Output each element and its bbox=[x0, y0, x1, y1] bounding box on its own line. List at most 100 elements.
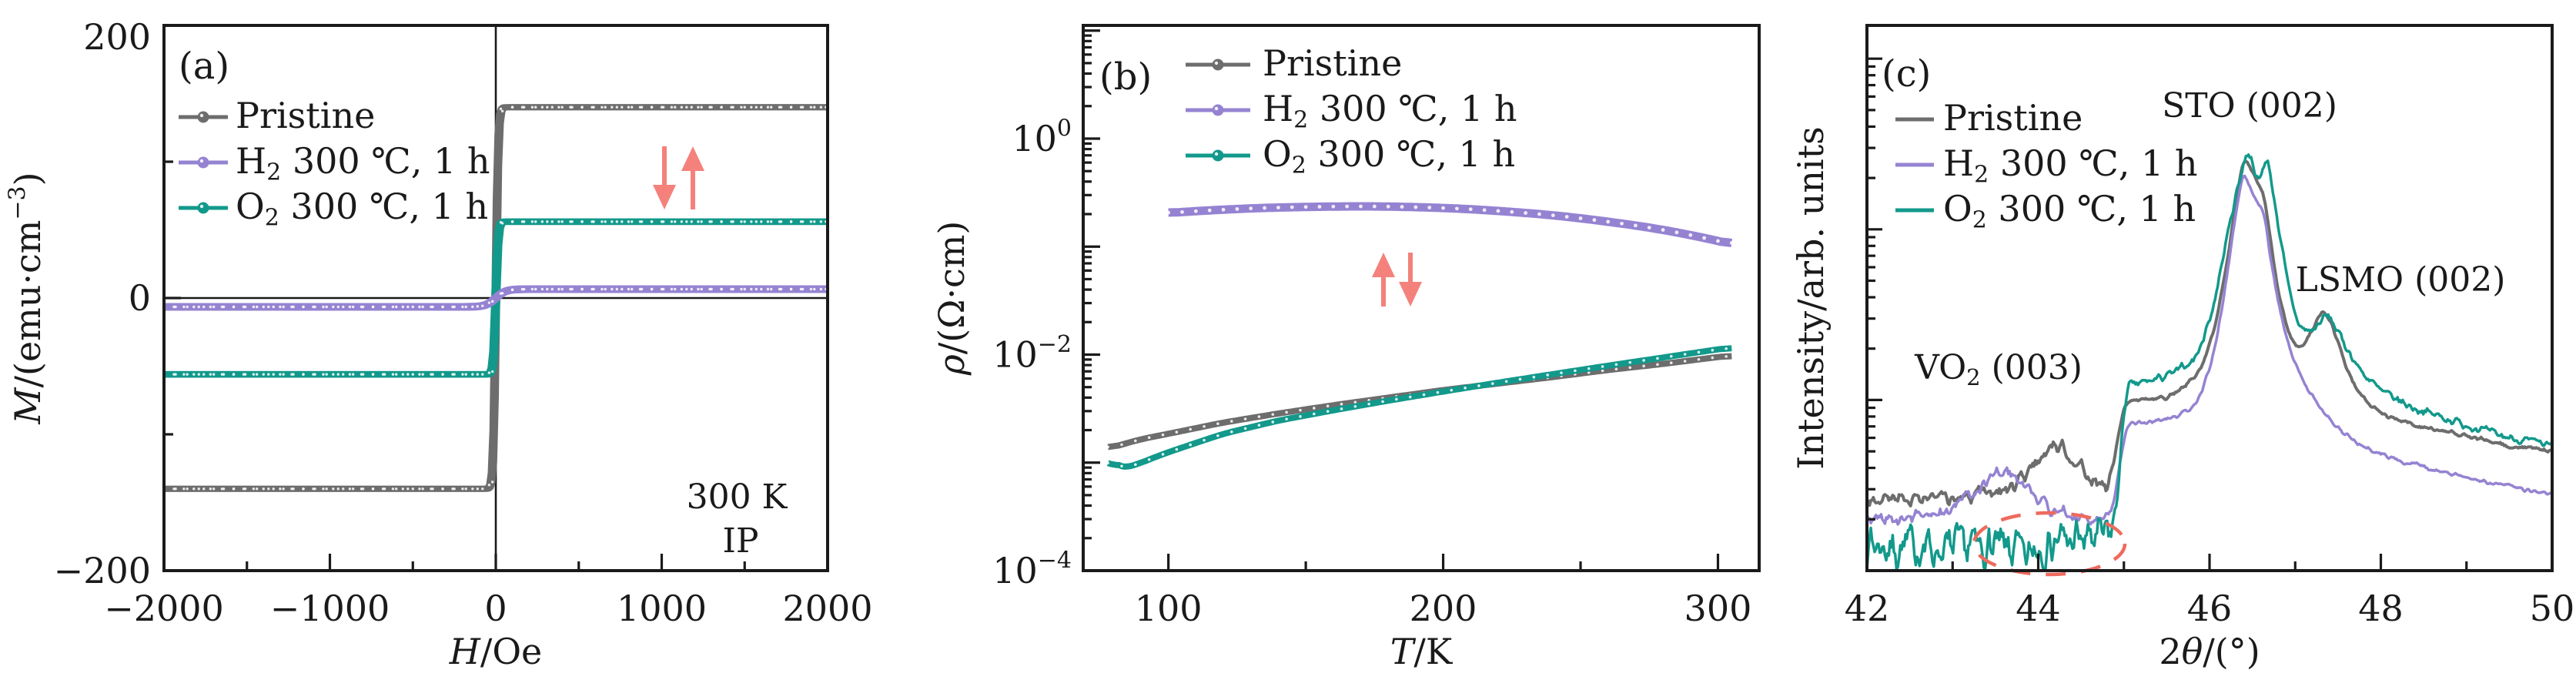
marker-highlight-dot bbox=[406, 487, 410, 491]
marker-highlight-dot bbox=[743, 220, 746, 223]
legend-label: O2 300 ℃, 1 h bbox=[1943, 188, 2196, 233]
marker-highlight-dot bbox=[348, 373, 352, 376]
legend-entry-pristine: Pristine bbox=[1186, 42, 1402, 84]
marker-highlight-dot bbox=[778, 106, 781, 109]
marker-highlight-dot bbox=[481, 304, 484, 307]
legend-label: O2 300 ℃, 1 h bbox=[1263, 133, 1515, 179]
marker-highlight-dot bbox=[391, 487, 395, 491]
marker-highlight-dot bbox=[1134, 439, 1137, 443]
marker-highlight-dot bbox=[510, 288, 514, 291]
marker-highlight-dot bbox=[186, 487, 189, 491]
marker-highlight-dot bbox=[1574, 369, 1577, 373]
marker-highlight-dot bbox=[670, 287, 674, 291]
marker-highlight-dot bbox=[464, 487, 467, 491]
marker-highlight-dot bbox=[453, 487, 456, 491]
marker-highlight-dot bbox=[1614, 367, 1618, 371]
marker-highlight-dot bbox=[487, 301, 491, 304]
legend-marker-sphere bbox=[197, 202, 209, 214]
marker-highlight-dot bbox=[615, 106, 619, 109]
marker-highlight-dot bbox=[401, 373, 405, 376]
marker-highlight-dot bbox=[1276, 206, 1280, 209]
x-tick-label: 46 bbox=[2187, 588, 2233, 629]
marker-highlight-dot bbox=[754, 106, 758, 109]
series-a-pristine bbox=[164, 104, 828, 492]
marker-highlight-dot bbox=[1454, 206, 1459, 211]
marker-highlight-dot bbox=[557, 106, 560, 109]
marker-highlight-dot bbox=[332, 487, 335, 491]
legend-marker-sphere bbox=[1212, 104, 1224, 116]
marker-highlight-dot bbox=[197, 487, 200, 491]
arrow-head-up-icon bbox=[1372, 253, 1395, 277]
marker-highlight-dot bbox=[351, 373, 355, 376]
panel-c: 42 44 46 48 50 2θ/(°) Intensity/arb. units (c) P… bbox=[1790, 52, 2574, 672]
marker-highlight-dot bbox=[336, 305, 340, 309]
marker-highlight-dot bbox=[754, 220, 758, 223]
marker-highlight-dot bbox=[1546, 373, 1549, 377]
y-axis-label: ρ/(Ω·cm) bbox=[931, 221, 972, 377]
marker-highlight-dot bbox=[534, 106, 537, 109]
marker-highlight-dot bbox=[522, 287, 526, 291]
x-tick-label: 44 bbox=[2016, 588, 2061, 629]
marker-highlight-dot bbox=[697, 106, 700, 109]
marker-highlight-dot bbox=[819, 106, 823, 109]
marker-highlight-dot bbox=[192, 373, 196, 376]
marker-highlight-dot bbox=[1285, 410, 1288, 414]
marker-highlight-dot bbox=[708, 106, 711, 109]
x-axis-label: 2θ/(°) bbox=[2159, 631, 2260, 672]
panel-label-c: (c) bbox=[1882, 52, 1931, 95]
marker-highlight-dot bbox=[789, 106, 793, 109]
marker-highlight-dot bbox=[1221, 207, 1226, 212]
marker-highlight-dot bbox=[731, 220, 734, 223]
marker-highlight-dot bbox=[1711, 348, 1715, 352]
marker-highlight-dot bbox=[401, 305, 405, 309]
marker-highlight-dot bbox=[464, 373, 467, 376]
marker-highlight-dot bbox=[700, 106, 703, 109]
marker-highlight-dot bbox=[391, 305, 395, 309]
marker-highlight-dot bbox=[212, 487, 216, 491]
marker-highlight-dot bbox=[471, 305, 474, 309]
marker-highlight-dot bbox=[453, 305, 456, 309]
marker-highlight-dot bbox=[1524, 211, 1528, 215]
marker-highlight-dot bbox=[1628, 366, 1632, 370]
marker-highlight-dot bbox=[680, 287, 684, 291]
marker-highlight-dot bbox=[615, 220, 619, 223]
marker-highlight-dot bbox=[1697, 357, 1701, 361]
marker-highlight-dot bbox=[1326, 410, 1330, 413]
marker-highlight-dot bbox=[197, 373, 200, 376]
marker-highlight-dot bbox=[1496, 209, 1500, 213]
marker-highlight-dot bbox=[743, 106, 746, 109]
marker-highlight-dot bbox=[267, 305, 270, 309]
marker-highlight-dot bbox=[421, 487, 424, 491]
marker-highlight-dot bbox=[232, 373, 236, 376]
marker-highlight-dot bbox=[360, 487, 363, 491]
marker-highlight-dot bbox=[243, 487, 247, 491]
marker-highlight-dot bbox=[611, 106, 614, 109]
marker-highlight-dot bbox=[580, 220, 584, 223]
marker-highlight-dot bbox=[1441, 206, 1445, 210]
marker-highlight-dot bbox=[638, 220, 642, 223]
x-axis-label: T/K bbox=[1390, 631, 1454, 672]
marker-highlight-dot bbox=[720, 106, 723, 109]
arrow-head-down-icon bbox=[653, 185, 676, 209]
marker-highlight-dot bbox=[371, 373, 375, 376]
marker-highlight-dot bbox=[1189, 427, 1192, 431]
marker-highlight-dot bbox=[232, 487, 236, 491]
marker-highlight-dot bbox=[813, 106, 816, 109]
marker-highlight-dot bbox=[1702, 236, 1707, 240]
marker-highlight-dot bbox=[1161, 433, 1165, 437]
x-tick-label: 200 bbox=[1410, 588, 1477, 629]
marker-highlight-dot bbox=[580, 106, 584, 109]
marker-highlight-dot bbox=[371, 305, 375, 309]
marker-highlight-dot bbox=[186, 373, 189, 376]
marker-highlight-dot bbox=[1532, 375, 1536, 379]
marker-highlight-dot bbox=[1353, 400, 1357, 404]
marker-highlight-dot bbox=[499, 292, 503, 295]
marker-highlight-dot bbox=[476, 487, 479, 491]
panel-a: 300 KIP−2000 −1000 0 1000 2000−2000200H/OeM/… bbox=[5, 16, 873, 672]
marker-highlight-dot bbox=[1490, 382, 1494, 385]
marker-highlight-dot bbox=[220, 487, 224, 491]
marker-highlight-dot bbox=[801, 287, 805, 291]
marker-highlight-dot bbox=[1313, 407, 1316, 410]
legend-marker-sphere-highlight bbox=[199, 204, 204, 209]
x-tick-label: −1000 bbox=[270, 588, 390, 629]
